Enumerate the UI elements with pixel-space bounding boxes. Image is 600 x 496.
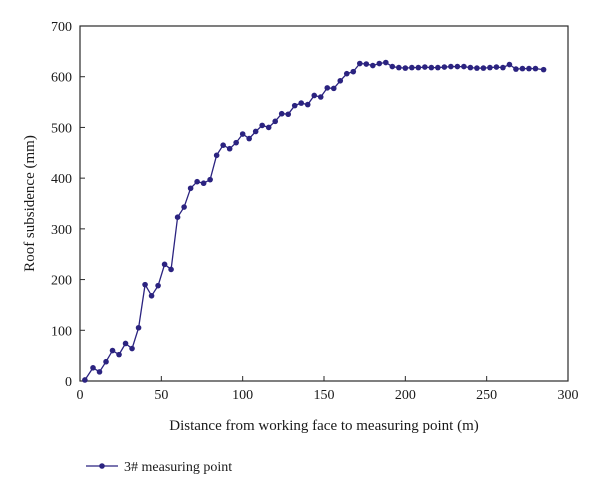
data-point [220,142,226,148]
y-tick-label: 400 [51,172,72,187]
legend-marker [99,463,105,469]
y-tick-label: 500 [51,121,72,136]
data-point [389,63,396,70]
data-point [161,261,168,268]
data-point [142,281,148,288]
data-point [116,351,122,358]
x-tick-label: 300 [558,388,579,403]
data-point [213,152,220,159]
x-tick-label: 0 [77,388,84,403]
data-point [376,60,383,67]
data-point [461,63,467,70]
data-point [415,64,422,71]
data-point [337,77,344,84]
x-tick-label: 150 [314,388,335,403]
data-point [272,118,279,125]
data-point [370,62,376,69]
data-point [467,64,474,71]
x-tick-label: 100 [232,388,253,403]
data-point [259,122,265,129]
data-point [103,358,109,365]
data-point [422,64,428,70]
data-point [540,66,547,73]
y-tick-label: 300 [51,223,72,238]
y-axis: 0 100 200 300 400 500 600 700 [51,20,85,390]
data-point [383,59,389,66]
data-point [363,61,370,67]
data-point [148,293,155,299]
data-point [487,64,493,71]
x-tick-label: 50 [154,388,168,403]
data-point [265,124,272,131]
data-point [474,65,480,71]
series-line [84,61,544,381]
data-point [291,102,298,109]
data-point [428,64,435,71]
data-point [435,64,441,71]
y-tick-label: 600 [51,71,72,86]
data-point [506,61,513,68]
data-point [330,85,337,92]
data-point [168,266,174,273]
legend-label: 3# measuring point [124,460,232,475]
plot-frame [79,25,569,382]
data-point [194,178,200,185]
data-point [396,64,402,71]
x-axis: 0 50 100 150 200 250 300 [77,376,579,403]
data-point [278,110,285,117]
data-point [402,65,409,71]
data-point [324,85,331,91]
data-point [304,101,311,108]
data-point [226,145,233,152]
data-point [317,94,324,100]
data-point [187,185,194,192]
y-tick-label: 0 [65,375,72,390]
data-point [82,377,88,383]
data-point [246,135,252,142]
data-point [207,176,213,183]
data-point [526,65,532,72]
data-point [356,60,363,67]
data-point [135,324,142,331]
data-point [155,282,161,289]
y-axis-title: Roof subsidence (mm) [22,135,38,272]
x-tick-label: 250 [476,388,497,403]
data-point [285,111,292,118]
data-point [454,63,461,70]
data-point [233,139,239,146]
data-point [311,92,318,99]
data-point [500,64,506,71]
data-point [252,128,259,135]
data-point [350,68,357,75]
x-tick-label: 200 [395,388,416,403]
data-point [109,347,116,354]
data-point [493,64,500,70]
series-layer [82,59,547,383]
data-point [513,66,519,72]
data-point [200,180,207,187]
data-point [532,65,539,72]
data-point [343,70,350,77]
data-point [90,365,96,371]
y-tick-label: 200 [51,274,72,289]
y-tick-label: 100 [51,324,72,339]
y-tick-label: 700 [51,20,72,35]
data-point [441,64,448,70]
plot-area: 0 50 100 150 200 250 300 0 100 200 300 400 500 600 70… [51,20,579,403]
data-point [181,204,187,210]
data-point [96,369,103,375]
data-point [174,214,181,220]
data-point [122,340,129,347]
data-point [239,131,246,137]
data-point [519,65,526,72]
legend: 3# measuring point [86,460,232,475]
data-point [129,345,135,352]
data-point [480,65,487,71]
data-point [298,100,305,106]
data-point [409,64,415,71]
data-point [448,63,454,70]
x-axis-title: Distance from working face to measuring … [169,418,479,434]
